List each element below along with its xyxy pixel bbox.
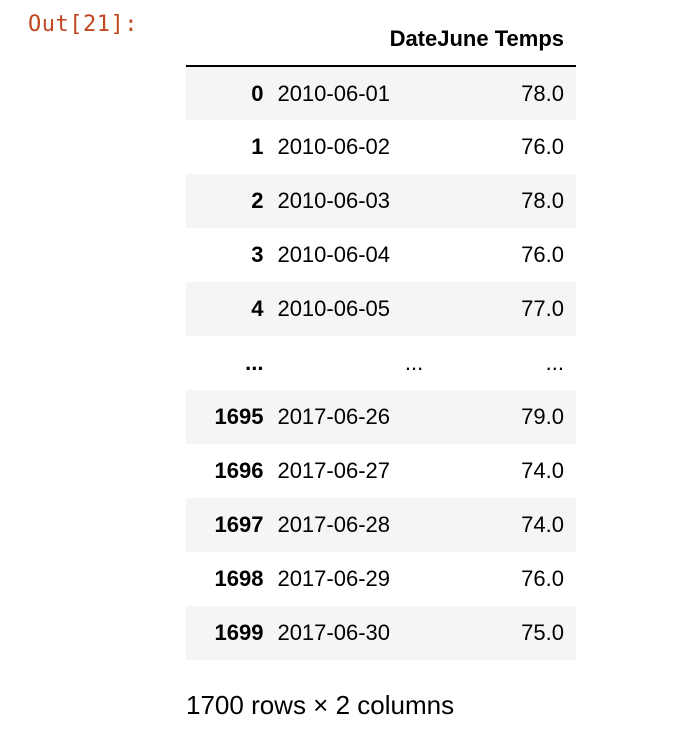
- june-temp-cell: 75.0: [521, 620, 564, 645]
- table-row: 1699 2017-06-30 75.0: [186, 606, 576, 660]
- date-cell: 2010-06-04: [277, 242, 390, 267]
- date-cell: 2017-06-26: [277, 404, 390, 429]
- row-index-cell: 1: [251, 134, 264, 159]
- date-cell: 2010-06-02: [277, 134, 390, 159]
- column-header-index: [186, 12, 278, 67]
- header-row: Date June Temps: [186, 12, 576, 67]
- june-temp-cell: ...: [545, 350, 564, 375]
- date-cell: 2010-06-05: [277, 296, 390, 321]
- row-index-cell: 1695: [214, 404, 264, 429]
- date-cell: 2017-06-29: [277, 566, 390, 591]
- table-row: 1697 2017-06-28 74.0: [186, 498, 576, 552]
- table-row: 2 2010-06-03 78.0: [186, 174, 576, 228]
- column-header-date: Date: [277, 12, 438, 67]
- table-row: 4 2010-06-05 77.0: [186, 282, 576, 336]
- table-row: 1695 2017-06-26 79.0: [186, 390, 576, 444]
- row-index-cell: 1699: [214, 620, 264, 645]
- row-index-cell: 1696: [214, 458, 264, 483]
- june-temp-cell: 76.0: [521, 134, 564, 159]
- date-cell: 2017-06-28: [277, 512, 390, 537]
- table-row: 1 2010-06-02 76.0: [186, 120, 576, 174]
- june-temp-cell: 74.0: [521, 512, 564, 537]
- table-row: 1698 2017-06-29 76.0: [186, 552, 576, 606]
- table-row: 0 2010-06-01 78.0: [186, 66, 576, 120]
- table-row: 1696 2017-06-27 74.0: [186, 444, 576, 498]
- row-index-cell: ...: [245, 350, 264, 375]
- shape-caption: 1700 rows × 2 columns: [186, 690, 455, 720]
- column-header-june-temps: June Temps: [437, 12, 576, 67]
- date-cell: 2010-06-03: [277, 188, 390, 213]
- june-temp-cell: 76.0: [521, 242, 564, 267]
- date-cell: 2017-06-30: [277, 620, 390, 645]
- date-cell: 2017-06-27: [277, 458, 390, 483]
- june-temp-cell: 74.0: [521, 458, 564, 483]
- row-index-cell: 0: [251, 80, 264, 106]
- table-row: .........: [186, 336, 576, 390]
- row-index-cell: 3: [251, 242, 264, 267]
- june-temp-cell: 77.0: [521, 296, 564, 321]
- row-index-cell: 4: [251, 296, 264, 321]
- june-temp-cell: 78.0: [521, 80, 564, 106]
- dataframe-table: Date June Temps 0 2010-06-01 78.0 1 2010-06-…: [186, 12, 576, 660]
- row-index-cell: 1698: [214, 566, 264, 591]
- june-temp-cell: 78.0: [521, 188, 564, 213]
- date-cell: 2010-06-01: [277, 80, 390, 106]
- table-row: 3 2010-06-04 76.0: [186, 228, 576, 282]
- table-header: Date June Temps: [186, 12, 576, 67]
- june-temp-cell: 76.0: [521, 566, 564, 591]
- date-cell: ...: [404, 350, 424, 375]
- output-prompt: Out[21]:: [28, 12, 138, 37]
- row-index-cell: 2: [251, 188, 264, 213]
- table-body: 0 2010-06-01 78.0 1 2010-06-02 76.0 2 2010-06-0…: [186, 66, 576, 660]
- row-index-cell: 1697: [214, 512, 264, 537]
- june-temp-cell: 79.0: [521, 404, 564, 429]
